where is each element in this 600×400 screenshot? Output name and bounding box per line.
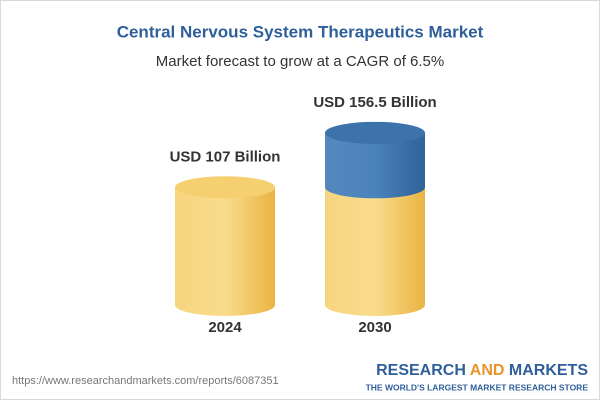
tagline: THE WORLD'S LARGEST MARKET RESEARCH STOR…: [366, 382, 589, 392]
chart-title: Central Nervous System Therapeutics Mark…: [117, 22, 484, 41]
cylinder-body: [325, 187, 425, 316]
brand: RESEARCH AND MARKETS: [376, 362, 588, 379]
cylinder-top: [175, 176, 275, 199]
cylinder-body: [175, 187, 275, 316]
cylinder: [325, 121, 425, 316]
value-label: USD 107 Billion: [170, 148, 281, 165]
x-tick-label: 2024: [208, 319, 242, 336]
value-label: USD 156.5 Billion: [313, 94, 436, 111]
x-tick-label: 2030: [358, 319, 391, 336]
cylinder-top: [325, 121, 425, 144]
chart-subtitle: Market forecast to grow at a CAGR of 6.5…: [156, 53, 444, 70]
brand-part: AND: [470, 362, 505, 379]
cylinder-body: [325, 132, 425, 199]
cylinder: [175, 176, 275, 316]
brand-part: RESEARCH: [376, 362, 466, 379]
brand-part: MARKETS: [509, 362, 588, 379]
source-url: https://www.researchandmarkets.com/repor…: [12, 375, 279, 387]
